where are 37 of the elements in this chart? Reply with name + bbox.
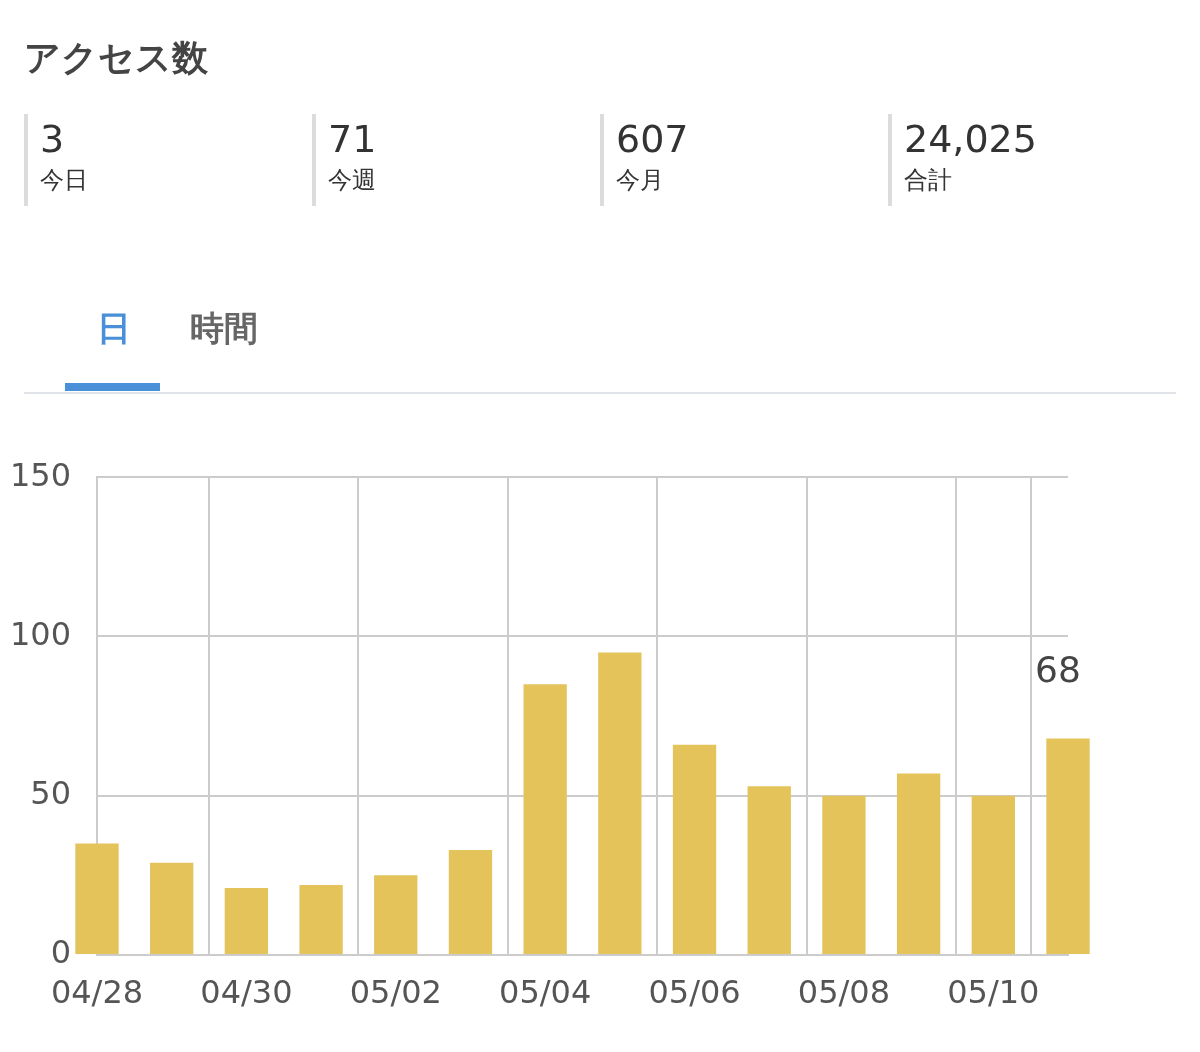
x-tick-label: 05/08 xyxy=(797,972,891,1011)
data-label: 607 xyxy=(616,116,690,163)
x-tick-label: 05/06 xyxy=(648,972,741,1011)
data-label: 3 xyxy=(40,116,66,163)
y-tick-label: 150 xyxy=(9,455,71,494)
bar xyxy=(448,849,493,954)
category-label: 今日 xyxy=(40,165,89,196)
text: アクセス数 xyxy=(24,36,208,80)
bar xyxy=(374,875,418,954)
bar xyxy=(747,786,791,954)
x-tick-label: 05/04 xyxy=(499,972,592,1011)
bar xyxy=(523,684,567,954)
bar xyxy=(971,795,1015,954)
text: 時間 xyxy=(190,307,258,350)
data-label: 71 xyxy=(328,116,378,163)
bar xyxy=(150,862,194,954)
bar xyxy=(299,884,343,954)
category-label: 今週 xyxy=(328,165,377,196)
bar xyxy=(822,795,866,954)
bar xyxy=(598,652,642,954)
x-tick-label: 04/28 xyxy=(50,972,144,1011)
bar xyxy=(75,843,119,954)
x-tick-label: 05/02 xyxy=(349,972,442,1011)
bar xyxy=(896,773,941,954)
x-tick-label: 05/10 xyxy=(947,972,1040,1011)
text: 日 xyxy=(97,307,131,350)
y-tick-label: 100 xyxy=(9,614,71,653)
bar xyxy=(224,888,269,954)
category-label: 今月 xyxy=(616,165,665,196)
category-label: 合計 xyxy=(904,165,953,196)
data-label: 24,025 xyxy=(904,116,1038,163)
x-tick-label: 04/30 xyxy=(200,972,293,1011)
bar xyxy=(1046,738,1090,954)
bar xyxy=(672,744,717,954)
y-tick-label: 0 xyxy=(50,933,71,972)
y-tick-label: 50 xyxy=(30,774,71,813)
data-label: 68 xyxy=(1035,648,1081,690)
